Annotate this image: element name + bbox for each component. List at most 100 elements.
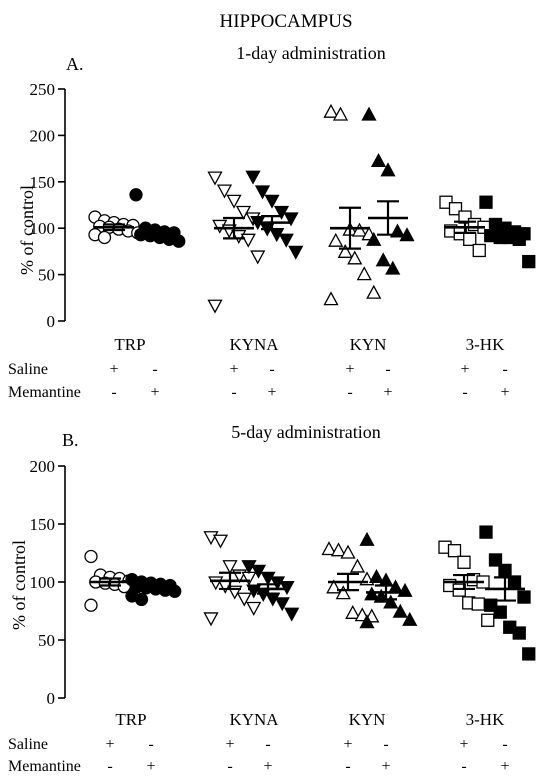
data-point xyxy=(335,585,351,600)
data-point xyxy=(134,592,149,607)
saline-sign: - xyxy=(383,736,388,753)
saline-row-label: Saline xyxy=(8,736,48,753)
saline-sign: - xyxy=(148,736,153,753)
data-point xyxy=(330,542,347,557)
data-point xyxy=(347,250,363,265)
data-point xyxy=(368,568,385,584)
data-point xyxy=(351,222,368,237)
data-point xyxy=(366,231,382,246)
data-point xyxy=(240,233,256,248)
data-point xyxy=(479,195,493,209)
panel-b-category-labels: TRP KYNA KYN 3-HK xyxy=(115,710,505,729)
data-point xyxy=(278,233,294,248)
y-tick-label: 150 xyxy=(30,173,56,192)
data-point xyxy=(337,243,353,258)
data-point xyxy=(172,234,186,248)
panel-a-treatment-signs: + - + - + - + - - + - + - + - + xyxy=(109,361,509,401)
saline-sign: - xyxy=(269,361,274,378)
data-point xyxy=(493,605,507,619)
memantine-sign: + xyxy=(500,758,509,775)
memantine-sign: - xyxy=(345,758,350,775)
data-point xyxy=(323,103,339,118)
data-point xyxy=(366,284,382,299)
panel-b-label: B. xyxy=(62,430,79,450)
y-tick-label: 0 xyxy=(47,689,56,708)
data-point xyxy=(321,541,337,556)
category-label-kyna: KYNA xyxy=(229,710,279,729)
saline-sign: + xyxy=(225,736,234,753)
data-point xyxy=(364,586,380,601)
data-point xyxy=(356,266,372,281)
data-point xyxy=(472,243,486,258)
memantine-sign: + xyxy=(383,384,392,401)
memantine-sign: + xyxy=(267,384,276,401)
data-point xyxy=(359,531,375,546)
y-tick-label: 200 xyxy=(30,126,56,145)
data-point xyxy=(274,597,290,612)
saline-sign: - xyxy=(502,736,507,753)
saline-sign: + xyxy=(345,361,354,378)
data-point xyxy=(168,584,182,598)
data-point xyxy=(481,613,495,627)
saline-sign: + xyxy=(459,736,468,753)
data-point xyxy=(207,171,223,186)
data-point xyxy=(517,590,531,604)
category-label-kyna: KYNA xyxy=(229,335,279,354)
data-group xyxy=(479,525,536,661)
saline-sign: + xyxy=(229,361,238,378)
data-group xyxy=(361,106,415,275)
saline-sign: + xyxy=(460,361,469,378)
data-group xyxy=(323,103,382,306)
data-point xyxy=(207,299,223,314)
memantine-row-label: Memantine xyxy=(8,384,81,401)
data-point xyxy=(512,232,526,246)
data-point xyxy=(323,291,339,306)
data-point xyxy=(216,184,233,199)
panel-a-plot: 0 50 100 150 200 250 xyxy=(30,80,536,331)
data-point xyxy=(236,592,252,607)
data-point xyxy=(283,212,299,227)
panel-b: B. 5-day administration % of control 0 50… xyxy=(8,422,536,775)
data-point xyxy=(512,626,526,640)
y-tick-label: 50 xyxy=(38,631,55,650)
category-label-trp: TRP xyxy=(114,335,145,354)
data-point xyxy=(203,612,219,627)
memantine-sign: - xyxy=(107,758,112,775)
data-point xyxy=(522,647,536,661)
memantine-sign: + xyxy=(500,384,509,401)
data-point xyxy=(349,558,366,573)
saline-sign: - xyxy=(502,361,507,378)
data-group xyxy=(241,560,300,622)
data-point xyxy=(457,555,471,569)
figure-title: HIPPOCAMPUS xyxy=(219,11,352,32)
data-point xyxy=(402,611,418,626)
data-group xyxy=(203,531,262,627)
data-point xyxy=(370,153,387,168)
data-point xyxy=(479,525,493,539)
panel-b-ylabel: % of control xyxy=(9,540,29,630)
data-point xyxy=(383,594,399,609)
data-point xyxy=(231,229,247,244)
data-point xyxy=(212,534,229,549)
panel-a-ylabel: % of control xyxy=(17,185,37,275)
category-label-kyn: KYN xyxy=(350,335,387,354)
data-point xyxy=(84,598,98,612)
memantine-sign: - xyxy=(347,384,352,401)
saline-row-label: Saline xyxy=(8,361,48,378)
data-group xyxy=(129,188,186,248)
data-point xyxy=(471,597,485,611)
y-tick-label: 100 xyxy=(30,573,56,592)
saline-sign: + xyxy=(105,736,114,753)
data-group xyxy=(439,195,491,258)
data-point xyxy=(498,563,512,578)
data-point xyxy=(361,106,377,121)
data-point xyxy=(452,583,466,597)
panel-b-plot: 0 50 100 150 200 xyxy=(30,457,536,708)
data-group xyxy=(207,171,266,314)
memantine-sign: + xyxy=(146,758,155,775)
data-point xyxy=(129,188,143,202)
data-point xyxy=(222,560,238,575)
category-label-3hk: 3-HK xyxy=(466,335,505,354)
data-point xyxy=(463,232,477,246)
